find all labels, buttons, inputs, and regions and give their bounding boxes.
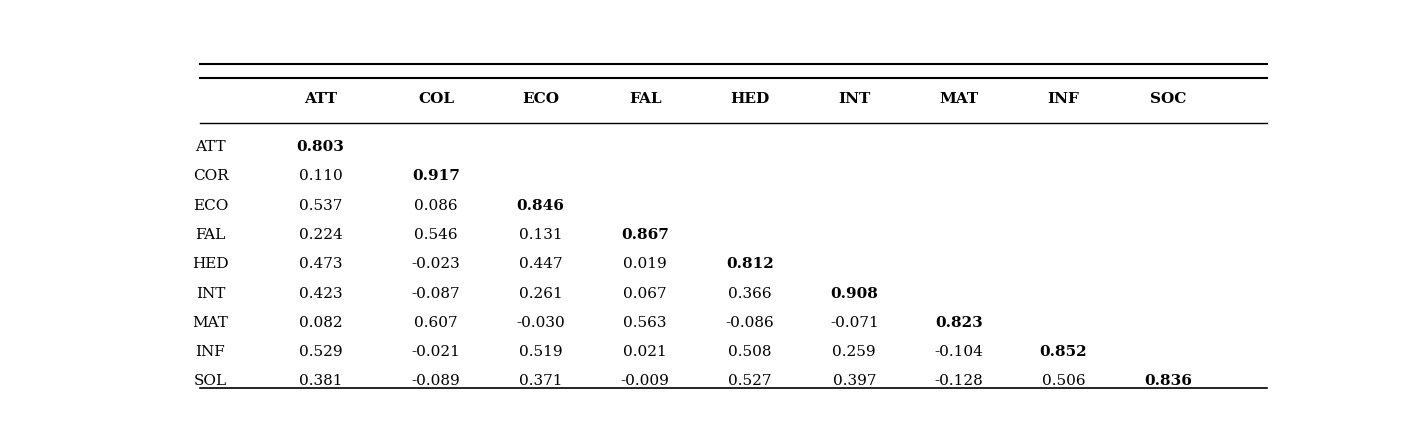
Text: -0.087: -0.087 [412, 287, 460, 301]
Text: 0.803: 0.803 [297, 140, 345, 154]
Text: 0.846: 0.846 [517, 198, 565, 212]
Text: -0.086: -0.086 [726, 316, 774, 330]
Text: -0.104: -0.104 [934, 345, 983, 359]
Text: INT: INT [196, 287, 226, 301]
Text: 0.473: 0.473 [298, 257, 342, 271]
Text: 0.908: 0.908 [831, 287, 878, 301]
Text: INF: INF [196, 345, 226, 359]
Text: 0.527: 0.527 [728, 375, 771, 388]
Text: 0.082: 0.082 [298, 316, 342, 330]
Text: ECO: ECO [523, 91, 559, 106]
Text: 0.563: 0.563 [623, 316, 667, 330]
Text: 0.423: 0.423 [298, 287, 342, 301]
Text: 0.021: 0.021 [623, 345, 667, 359]
Text: INF: INF [1048, 91, 1079, 106]
Text: HED: HED [730, 91, 770, 106]
Text: -0.089: -0.089 [412, 375, 460, 388]
Text: ECO: ECO [193, 198, 229, 212]
Text: 0.508: 0.508 [728, 345, 771, 359]
Text: FAL: FAL [196, 228, 226, 242]
Text: 0.366: 0.366 [728, 287, 771, 301]
Text: -0.071: -0.071 [829, 316, 879, 330]
Text: 0.259: 0.259 [832, 345, 876, 359]
Text: -0.128: -0.128 [934, 375, 983, 388]
Text: 0.447: 0.447 [518, 257, 562, 271]
Text: ATT: ATT [304, 91, 337, 106]
Text: 0.867: 0.867 [622, 228, 669, 242]
Text: 0.224: 0.224 [298, 228, 342, 242]
Text: 0.110: 0.110 [298, 169, 342, 183]
Text: COL: COL [417, 91, 454, 106]
Text: 0.836: 0.836 [1145, 375, 1191, 388]
Text: 0.537: 0.537 [298, 198, 342, 212]
Text: 0.519: 0.519 [518, 345, 562, 359]
Text: MAT: MAT [939, 91, 978, 106]
Text: 0.131: 0.131 [518, 228, 562, 242]
Text: SOL: SOL [195, 375, 227, 388]
Text: INT: INT [838, 91, 870, 106]
Text: 0.397: 0.397 [832, 375, 876, 388]
Text: COR: COR [193, 169, 229, 183]
Text: -0.021: -0.021 [412, 345, 460, 359]
Text: 0.546: 0.546 [415, 228, 457, 242]
Text: 0.019: 0.019 [623, 257, 667, 271]
Text: 0.371: 0.371 [518, 375, 562, 388]
Text: FAL: FAL [629, 91, 662, 106]
Text: -0.009: -0.009 [621, 375, 670, 388]
Text: -0.023: -0.023 [412, 257, 460, 271]
Text: 0.812: 0.812 [726, 257, 774, 271]
Text: 0.917: 0.917 [412, 169, 460, 183]
Text: 0.261: 0.261 [518, 287, 562, 301]
Text: SOC: SOC [1150, 91, 1186, 106]
Text: 0.607: 0.607 [415, 316, 457, 330]
Text: 0.067: 0.067 [623, 287, 667, 301]
Text: 0.852: 0.852 [1039, 345, 1088, 359]
Text: 0.506: 0.506 [1042, 375, 1085, 388]
Text: HED: HED [192, 257, 229, 271]
Text: 0.086: 0.086 [415, 198, 457, 212]
Text: 0.381: 0.381 [298, 375, 342, 388]
Text: MAT: MAT [193, 316, 229, 330]
Text: -0.030: -0.030 [517, 316, 565, 330]
Text: 0.529: 0.529 [298, 345, 342, 359]
Text: 0.823: 0.823 [934, 316, 983, 330]
Text: ATT: ATT [195, 140, 226, 154]
